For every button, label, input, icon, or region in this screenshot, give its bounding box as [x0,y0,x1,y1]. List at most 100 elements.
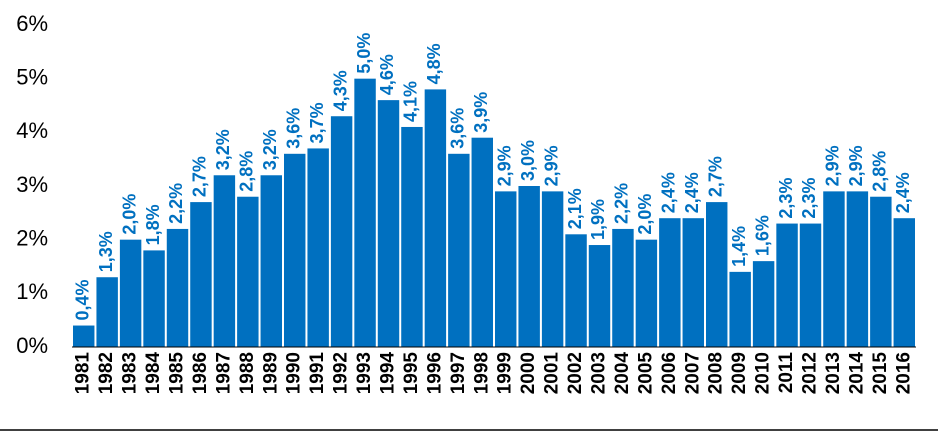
bar [143,250,165,347]
value-label: 2,4% [893,172,913,213]
bar [330,116,353,347]
value-label: 3,7% [307,102,327,143]
bar [565,234,587,347]
x-tick-label: 1993 [354,352,375,394]
value-label: 1,4% [729,226,749,267]
x-tick-label: 1994 [378,352,399,395]
x-tick-label: 1991 [307,352,328,395]
value-label: 2,2% [612,183,632,224]
x-tick-label: 2009 [729,352,750,394]
bar [799,223,822,347]
x-tick-label: 2002 [565,352,586,394]
y-tick-label: 1% [16,279,48,304]
x-tick-label: 1983 [120,352,141,394]
bar [73,325,95,347]
bar [237,196,259,347]
x-tick-label: 1986 [190,352,211,394]
value-label: 1,8% [143,204,163,245]
y-tick-label: 6% [16,11,48,36]
value-label: 2,7% [190,156,210,197]
value-label: 2,7% [705,156,725,197]
value-label: 1,3% [96,231,116,272]
x-tick-label: 1981 [73,352,94,395]
x-tick-label: 2008 [706,352,727,394]
bar [541,191,564,347]
x-tick-label: 2000 [518,352,539,394]
bar [682,218,704,347]
bar [307,148,329,347]
x-tick-label: 1982 [96,352,117,394]
x-tick-label: 1984 [143,352,164,395]
bar [96,277,118,347]
bar [729,271,751,347]
bar [752,261,775,347]
x-tick-label: 2003 [589,352,610,394]
value-label: 2,4% [682,172,702,213]
value-label: 2,9% [846,145,866,186]
value-label: 5,0% [354,33,374,74]
bar [612,228,634,347]
bar [518,186,540,347]
x-tick-label: 1998 [471,352,492,394]
bar [659,218,681,347]
x-tick-label: 2007 [682,352,703,394]
y-tick-label: 2% [16,225,48,250]
bar [776,223,798,347]
y-tick-label: 0% [16,333,48,358]
value-label: 2,9% [494,145,514,186]
bar [893,218,915,347]
value-label: 2,0% [635,194,655,235]
x-tick-label: 1989 [260,352,281,394]
bar [190,202,212,347]
value-label: 3,6% [448,108,468,149]
bar [870,196,892,347]
value-label: 2,0% [119,194,139,235]
x-tick-label: 1987 [213,352,234,394]
x-tick-label: 2005 [635,352,656,395]
value-label: 1,6% [752,215,772,256]
bar [495,191,517,347]
x-tick-label: 2014 [846,352,867,395]
bar [260,175,282,347]
x-tick-label: 1999 [495,352,516,394]
bar [471,137,493,347]
value-label: 4,8% [424,43,444,84]
value-label: 3,2% [213,129,233,170]
bar [401,126,423,347]
y-tick-label: 5% [16,64,48,89]
value-label: 2,1% [565,188,585,229]
value-label: 2,4% [659,172,679,213]
bar [119,239,142,347]
x-tick-label: 2012 [800,352,821,394]
value-label: 0,4% [72,280,92,321]
x-tick-label: 1997 [448,352,469,394]
value-label: 2,2% [166,183,186,224]
x-tick-label: 1990 [284,352,305,394]
value-label: 4,3% [330,70,350,111]
x-tick-label: 1995 [401,352,422,395]
y-tick-label: 3% [16,172,48,197]
x-tick-label: 2006 [659,352,680,394]
value-label: 2,9% [541,145,561,186]
bar [846,191,869,347]
x-tick-label: 2011 [776,352,797,394]
x-tick-label: 1988 [237,352,258,394]
bar [166,228,189,347]
value-label: 3,2% [260,129,280,170]
bar [635,239,658,347]
value-label: 3,9% [471,92,491,133]
value-label: 2,3% [799,178,819,219]
bar [284,153,306,347]
bar [354,78,376,348]
value-label: 3,6% [283,108,303,149]
bar [213,175,236,347]
x-tick-label: 1985 [167,352,188,395]
x-tick-label: 1996 [424,352,445,394]
x-tick-label: 2013 [823,352,844,394]
x-tick-label: 2010 [753,352,774,394]
bar [588,245,611,347]
x-tick-label: 2016 [893,352,914,394]
x-tick-label: 1992 [331,352,352,394]
bar [377,100,400,347]
